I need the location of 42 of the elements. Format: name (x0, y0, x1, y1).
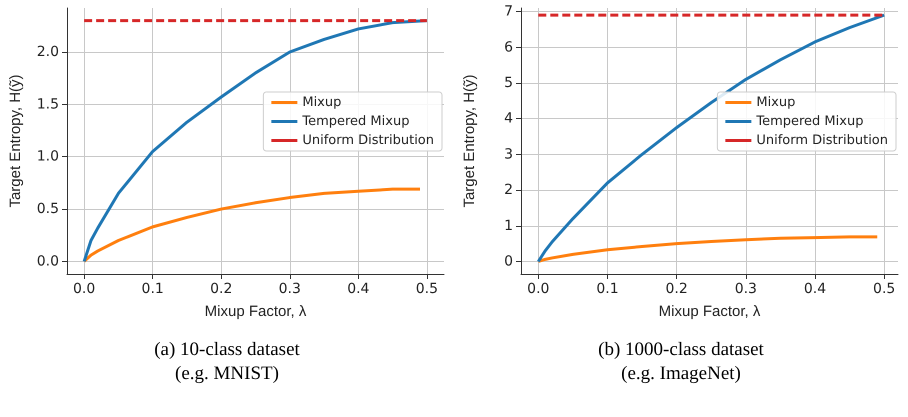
legend-label: Mixup (756, 95, 796, 110)
x-tick-label: 0.3 (278, 281, 301, 297)
legend-label: Tempered Mixup (301, 114, 410, 129)
y-tick-label: 7 (504, 4, 513, 20)
text: (e.g. MNIST) (174, 362, 280, 386)
y-tick-label: 1.0 (36, 148, 59, 165)
x-tick-label: 0.0 (527, 281, 550, 297)
x-axis-title: Mixup Factor, λ (204, 303, 307, 320)
y-tick-label: 6 (504, 39, 514, 56)
y-tick-label: 0.0 (36, 253, 59, 270)
y-tick-label: 4 (504, 110, 514, 127)
x-tick-label: 0.3 (734, 281, 757, 297)
y-axis-title: Target Entropy, H(ỹ) (7, 74, 24, 208)
line-series (82, 188, 422, 263)
y-tick-label: 0 (504, 254, 513, 270)
x-tick-label: 0.5 (873, 281, 896, 297)
x-tick-label: 0.2 (666, 281, 688, 297)
x-tick-label: 0.5 (416, 281, 438, 297)
x-tick-label: 0.2 (210, 281, 232, 297)
line-series (536, 235, 879, 264)
x-tick-label: 0.1 (596, 281, 619, 297)
line-series (536, 14, 886, 264)
legend-label: Uniform Distribution (756, 133, 888, 148)
y-tick-label: 2.0 (36, 44, 59, 60)
x-tick-label: 0.0 (73, 281, 96, 297)
y-tick-label: 3 (504, 146, 513, 162)
y-axis-title: Target Entropy, H(ỹ) (461, 74, 478, 208)
legend-label: Tempered Mixup (755, 114, 864, 129)
legend-label: Uniform Distribution (302, 133, 434, 148)
legend-label: Mixup (302, 95, 342, 110)
x-tick-label: 0.4 (347, 281, 370, 297)
x-tick-label: 0.1 (142, 281, 164, 297)
x-tick-label: 0.4 (804, 281, 826, 297)
y-tick-label: 0.5 (36, 201, 59, 218)
y-tick-label: 5 (504, 74, 513, 91)
x-axis-title: Mixup Factor, λ (658, 303, 761, 320)
y-tick-label: 1 (504, 218, 513, 234)
text: (a) 10-class dataset (153, 338, 301, 362)
text: (e.g. ImageNet) (620, 362, 742, 386)
y-tick-label: 2 (504, 182, 513, 198)
text: (b) 1000-class dataset (597, 338, 765, 362)
y-tick-label: 1.5 (36, 96, 59, 112)
